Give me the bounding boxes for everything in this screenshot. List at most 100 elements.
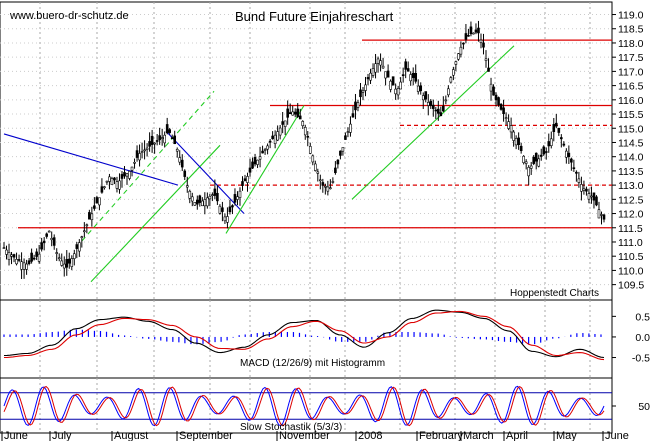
candle-body: [534, 152, 538, 162]
candle-body: [514, 138, 518, 146]
y-tick-label: 110.5: [618, 251, 644, 263]
candle-body: [555, 122, 558, 127]
candle-body: [537, 158, 541, 167]
candle-body: [258, 156, 262, 160]
candle-body: [183, 170, 187, 177]
candle-body: [278, 127, 282, 136]
candle-body: [293, 111, 297, 115]
candle-body: [462, 42, 465, 45]
candle-body: [168, 129, 171, 133]
candle-body: [359, 89, 362, 98]
candle-body: [32, 257, 36, 260]
candle-body: [37, 253, 41, 262]
candle-body: [118, 180, 121, 190]
candle-body: [7, 252, 11, 260]
candle-body: [585, 188, 588, 192]
y-tick-label: 118.0: [618, 38, 644, 50]
candle-body: [334, 167, 337, 174]
candle-body: [329, 187, 332, 190]
candle-body: [175, 148, 179, 152]
candle-body: [366, 77, 370, 80]
candle-body: [216, 192, 219, 202]
trend-line: [225, 105, 305, 234]
y-tick-label: 112.5: [618, 194, 644, 206]
y-tick-label: 115.5: [618, 109, 644, 121]
candle-body: [221, 207, 224, 212]
candle-body: [316, 171, 320, 174]
trend-line: [165, 130, 245, 214]
candle-body: [454, 61, 458, 65]
candle-body: [233, 194, 237, 203]
candle-body: [90, 213, 94, 221]
candle-body: [135, 150, 139, 158]
candle-body: [351, 113, 355, 118]
candle-body: [364, 84, 367, 91]
candle-body: [439, 112, 443, 117]
y-tick-label: 110.0: [618, 265, 644, 277]
candle-body: [251, 161, 254, 169]
candle-body: [2, 247, 6, 249]
candle-body: [27, 260, 31, 264]
candle-body: [301, 121, 305, 127]
candle-body: [20, 261, 23, 270]
candle-body: [153, 142, 156, 145]
y-tick-label: 113.5: [618, 166, 644, 178]
trend-line: [90, 144, 221, 283]
macd-y-tick-label: 0.5: [635, 311, 650, 323]
candle-body: [256, 159, 259, 165]
candle-body: [522, 155, 525, 163]
candle-body: [502, 107, 505, 114]
candle-body: [148, 141, 151, 147]
candle-body: [582, 188, 586, 191]
y-tick-label: 112.0: [618, 209, 644, 221]
candle-body: [42, 240, 46, 244]
candle-body: [286, 108, 289, 118]
candle-body: [110, 178, 114, 185]
y-tick-label: 119.0: [618, 10, 644, 22]
candle-body: [472, 32, 475, 35]
y-tick-label: 109.5: [618, 280, 644, 292]
candle-body: [22, 262, 26, 270]
candle-body: [45, 233, 48, 237]
candle-body: [75, 244, 79, 249]
main-reference-lines: [3, 39, 612, 283]
candle-body: [369, 72, 372, 81]
candle-body: [401, 74, 405, 77]
candle-body: [560, 137, 563, 140]
candle-body: [399, 81, 402, 90]
candle-body: [542, 146, 546, 155]
candle-body: [93, 205, 96, 209]
macd-series-line: [4, 310, 605, 361]
candle-body: [10, 254, 13, 257]
candle-body: [452, 69, 455, 76]
candle-body: [547, 141, 551, 147]
x-tick-label: March: [463, 430, 494, 441]
candle-body: [374, 63, 377, 73]
stoch-grid: [0, 378, 612, 433]
candle-body: [544, 151, 548, 153]
candle-body: [266, 145, 269, 150]
candle-body: [213, 188, 217, 196]
candle-body: [311, 155, 315, 163]
candle-body: [339, 150, 342, 156]
candle-body: [429, 100, 433, 106]
candle-body: [201, 200, 204, 207]
candle-body: [95, 197, 99, 204]
candle-body: [281, 121, 284, 125]
candle-body: [25, 263, 28, 270]
y-tick-label: 116.5: [618, 81, 644, 93]
candle-body: [80, 236, 84, 239]
candle-body: [47, 230, 51, 233]
candle-body: [198, 195, 202, 203]
y-tick-label: 114.5: [618, 137, 644, 149]
candle-body: [298, 115, 302, 120]
candle-body: [499, 104, 503, 110]
candle-body: [457, 53, 460, 60]
candle-body: [459, 46, 463, 55]
candle-body: [321, 182, 325, 186]
candle-body: [223, 216, 227, 222]
candle-body: [246, 176, 249, 183]
candle-body: [587, 193, 591, 200]
candle-body: [303, 127, 307, 136]
candle-body: [580, 184, 583, 192]
